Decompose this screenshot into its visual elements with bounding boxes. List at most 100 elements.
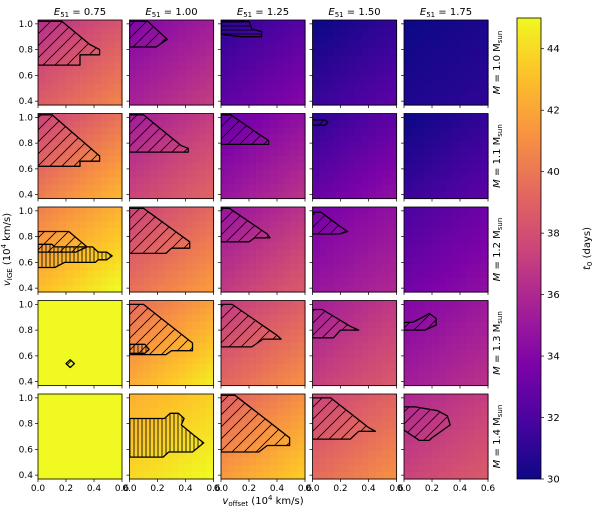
heatmap-cell: [143, 83, 152, 92]
heatmap-cell: [80, 235, 88, 244]
heatmap-cell: [263, 97, 271, 106]
heatmap-cell: [185, 328, 194, 337]
heatmap-cell: [326, 170, 335, 178]
heatmap-cell: [382, 429, 391, 438]
heatmap-cell: [115, 321, 123, 330]
heatmap-cell: [446, 307, 454, 316]
heatmap-cell: [256, 90, 264, 99]
heatmap-cell: [404, 277, 412, 286]
heatmap-cell: [411, 464, 419, 473]
heatmap-cell: [474, 343, 482, 351]
heatmap-cell: [101, 127, 109, 136]
heatmap-cell: [432, 20, 440, 28]
heatmap-cell: [474, 34, 482, 42]
heatmap-cell: [59, 378, 67, 387]
heatmap-cell: [228, 163, 236, 171]
heatmap-cell: [368, 113, 377, 122]
heatmap-cell: [129, 284, 138, 293]
heatmap-cell: [192, 228, 201, 236]
heatmap-cell: [439, 450, 447, 459]
heatmap-cell: [277, 20, 285, 28]
heatmap-cell: [73, 170, 81, 178]
heatmap-cell: [192, 394, 201, 402]
heatmap-cell: [446, 69, 454, 78]
heatmap-cell: [368, 350, 377, 358]
heatmap-cell: [439, 343, 447, 351]
heatmap-cell: [80, 357, 88, 365]
heatmap-cell: [354, 127, 363, 136]
heatmap-cell: [115, 457, 123, 466]
heatmap-cell: [228, 277, 236, 286]
heatmap-cell: [38, 191, 46, 200]
heatmap-cell: [446, 20, 454, 28]
heatmap-cell: [453, 170, 461, 178]
heatmap-cell: [249, 113, 257, 122]
heatmap-cell: [375, 343, 384, 351]
heatmap-cell: [171, 148, 180, 157]
heatmap-cell: [284, 335, 292, 344]
heatmap-cell: [38, 436, 46, 445]
heatmap-cell: [389, 277, 398, 286]
heatmap-cell: [425, 120, 433, 129]
heatmap-cell: [263, 62, 271, 71]
heatmap-cell: [45, 83, 53, 92]
heatmap-cell: [80, 443, 88, 452]
heatmap-cell: [291, 191, 299, 200]
heatmap-cell: [143, 163, 152, 171]
panel-1-4: [401, 113, 489, 202]
heatmap-cell: [411, 191, 419, 200]
heatmap-cell: [206, 422, 215, 431]
column-title: E51 = 1.25: [237, 7, 289, 19]
heatmap-cell: [263, 300, 271, 309]
heatmap-cell: [192, 76, 201, 85]
heatmap-cell: [178, 55, 187, 64]
heatmap-cell: [235, 471, 243, 480]
heatmap-cell: [432, 120, 440, 129]
heatmap-cell: [143, 170, 152, 178]
heatmap-cell: [270, 256, 278, 265]
heatmap-cell: [45, 321, 53, 330]
x-tick-label: 0.6: [481, 484, 496, 494]
heatmap-cell: [249, 76, 257, 85]
heatmap-cell: [164, 184, 173, 193]
heatmap-cell: [80, 83, 88, 92]
heatmap-cell: [256, 364, 264, 372]
hatched-region: [129, 303, 194, 356]
y-tick-label: 0.4: [19, 378, 34, 388]
heatmap-cell: [432, 471, 440, 480]
heatmap-cell: [73, 177, 81, 185]
heatmap-cell: [136, 83, 145, 92]
heatmap-cell: [298, 207, 306, 215]
heatmap-cell: [291, 394, 299, 402]
heatmap-cell: [298, 394, 306, 402]
heatmap-cell: [101, 90, 109, 99]
heatmap-cell: [312, 48, 321, 57]
heatmap-cell: [80, 284, 88, 293]
heatmap-cell: [164, 221, 173, 229]
heatmap-cell: [263, 228, 271, 236]
heatmap-cell: [319, 113, 328, 122]
heatmap-cell: [129, 457, 138, 466]
heatmap-cell: [171, 464, 180, 473]
heatmap-cell: [150, 177, 159, 185]
heatmap-cell: [446, 249, 454, 258]
heatmap-cell: [291, 55, 299, 64]
heatmap-cell: [446, 284, 454, 293]
heatmap-cell: [467, 69, 475, 78]
heatmap-cell: [221, 177, 229, 185]
heatmap-cell: [404, 256, 412, 265]
heatmap-cell: [389, 256, 398, 265]
heatmap-cell: [319, 177, 328, 185]
heatmap-cell: [319, 191, 328, 200]
heatmap-cell: [277, 113, 285, 122]
heatmap-cell: [298, 76, 306, 85]
hatched-region: [38, 20, 101, 66]
heatmap-cell: [277, 141, 285, 150]
heatmap-cell: [425, 69, 433, 78]
heatmap-cell: [94, 335, 102, 344]
heatmap-cell: [460, 207, 468, 215]
heatmap-cell: [474, 141, 482, 150]
heatmap-cell: [319, 263, 328, 272]
heatmap-cell: [270, 314, 278, 323]
heatmap-cell: [460, 191, 468, 200]
